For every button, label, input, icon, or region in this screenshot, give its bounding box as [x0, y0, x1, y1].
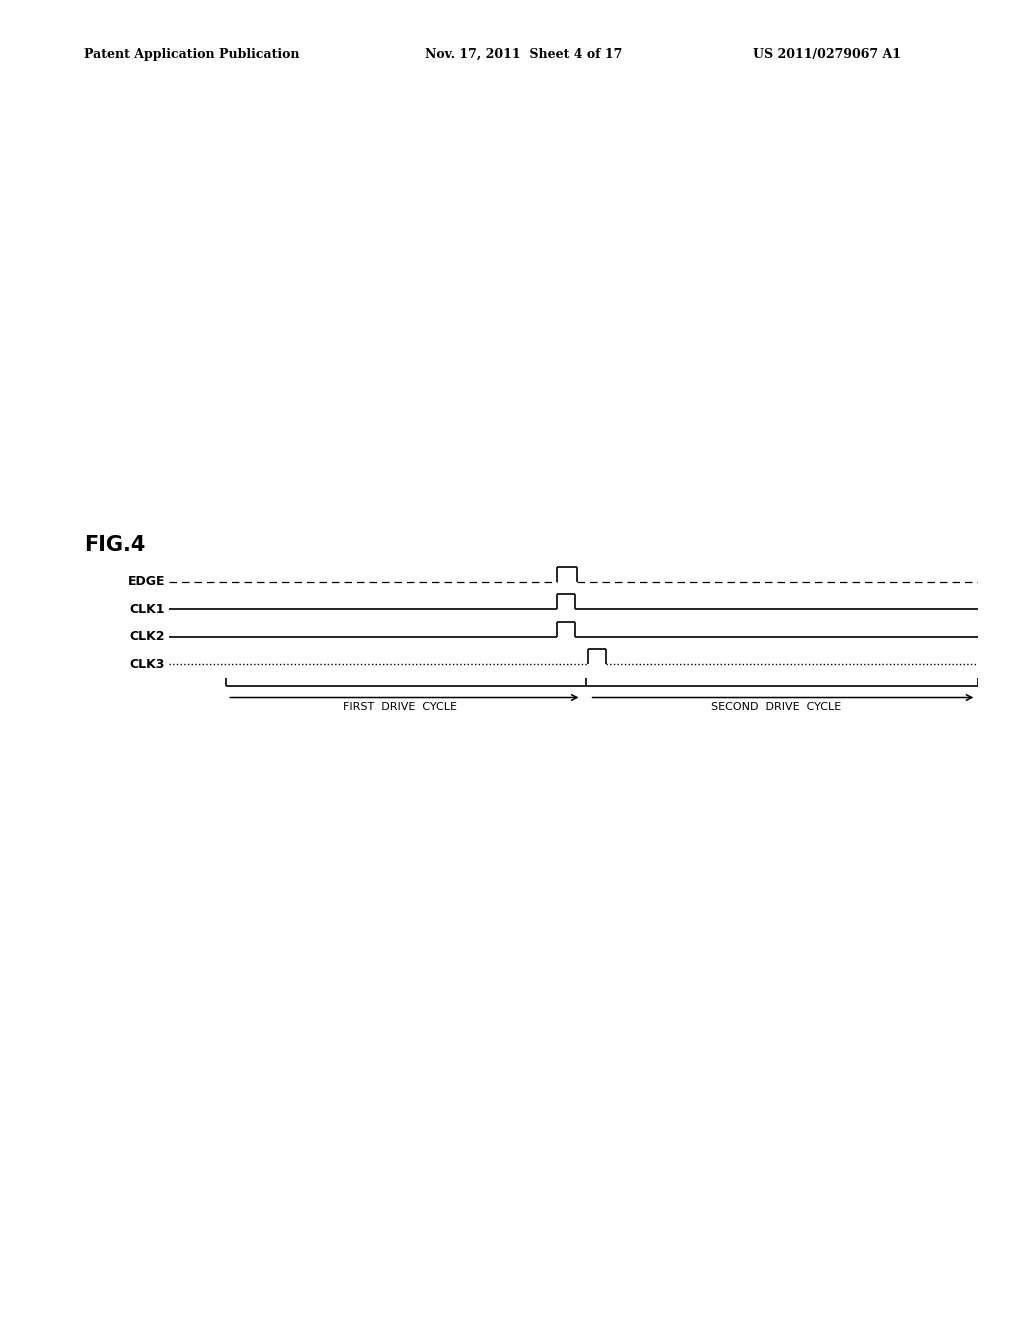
Text: CLK1: CLK1	[129, 603, 165, 615]
Text: CLK2: CLK2	[129, 630, 165, 643]
Text: CLK3: CLK3	[130, 657, 165, 671]
Text: SECOND  DRIVE  CYCLE: SECOND DRIVE CYCLE	[711, 702, 841, 713]
Text: Nov. 17, 2011  Sheet 4 of 17: Nov. 17, 2011 Sheet 4 of 17	[425, 48, 623, 61]
Text: FIRST  DRIVE  CYCLE: FIRST DRIVE CYCLE	[342, 702, 457, 713]
Text: US 2011/0279067 A1: US 2011/0279067 A1	[753, 48, 901, 61]
Text: EDGE: EDGE	[127, 576, 165, 589]
Text: FIG.4: FIG.4	[84, 535, 145, 554]
Text: Patent Application Publication: Patent Application Publication	[84, 48, 299, 61]
